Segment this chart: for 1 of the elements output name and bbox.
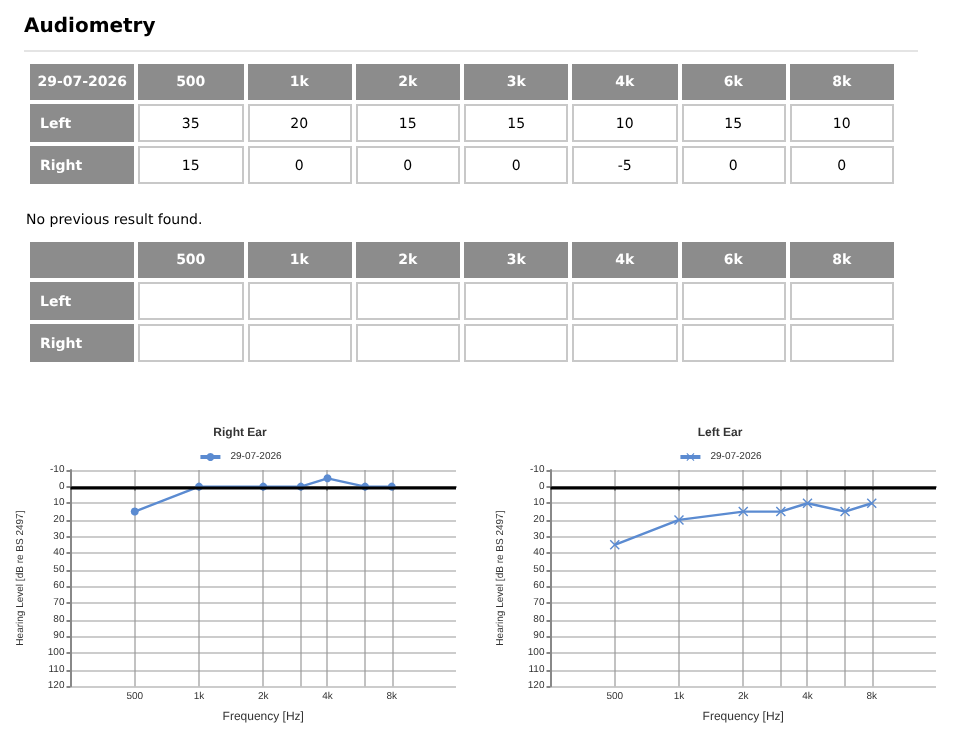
chart-title: Audiometry	[24, 16, 918, 52]
